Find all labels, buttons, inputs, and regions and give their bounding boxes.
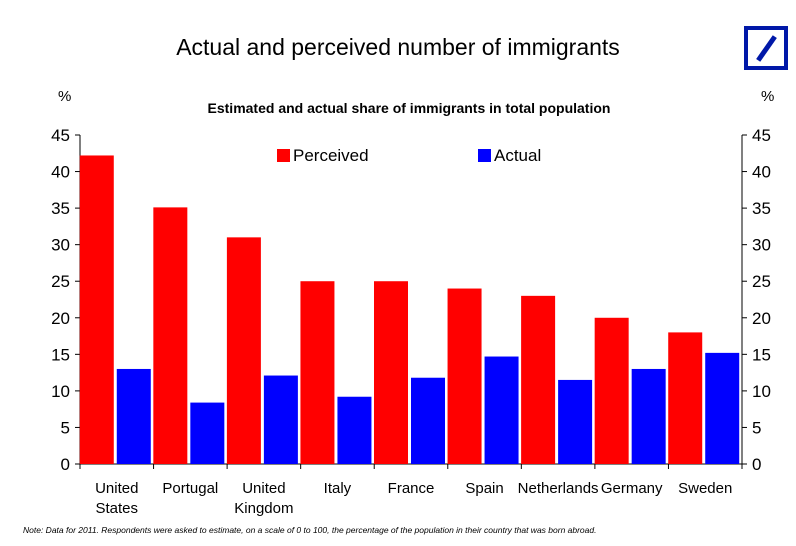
y-tick-label-right: 45 xyxy=(752,126,771,145)
chart-bars xyxy=(79,155,740,464)
legend-swatch-perceived xyxy=(277,149,290,162)
bar-actual xyxy=(190,402,225,464)
bar-perceived xyxy=(300,281,335,464)
y-tick-label-right: 10 xyxy=(752,382,771,401)
bar-perceived xyxy=(226,237,261,464)
y-tick-label-left: 40 xyxy=(51,163,70,182)
bar-perceived xyxy=(668,332,703,464)
bar-perceived xyxy=(79,155,114,464)
y-tick-label-left: 35 xyxy=(51,199,70,218)
y-tick-label-right: 40 xyxy=(752,163,771,182)
x-tick-label: France xyxy=(388,480,435,497)
y-axis-unit-right: % xyxy=(761,88,775,105)
y-tick-label-right: 30 xyxy=(752,236,771,255)
bar-actual xyxy=(116,368,151,464)
y-tick-label-left: 5 xyxy=(61,418,70,437)
x-tick-label: Sweden xyxy=(678,480,732,497)
bar-perceived xyxy=(594,317,629,464)
legend-swatch-actual xyxy=(478,149,491,162)
bar-actual xyxy=(631,368,666,464)
x-tick-label: Netherlands xyxy=(518,480,599,497)
y-tick-label-left: 30 xyxy=(51,236,70,255)
y-tick-label-right: 20 xyxy=(752,309,771,328)
bar-actual xyxy=(484,356,519,464)
y-tick-label-left: 25 xyxy=(51,272,70,291)
x-tick-label: United Kingdom xyxy=(234,480,293,517)
y-tick-label-left: 10 xyxy=(51,382,70,401)
bar-actual xyxy=(558,379,593,464)
bar-perceived xyxy=(374,281,408,464)
y-tick-label-right: 15 xyxy=(752,345,771,364)
deutsche-bank-logo-icon xyxy=(744,26,788,70)
x-tick-label: United States xyxy=(95,480,138,517)
x-tick-label: Spain xyxy=(465,480,503,497)
y-tick-label-right: 25 xyxy=(752,272,771,291)
x-tick-label: Germany xyxy=(601,480,663,497)
legend-label-perceived: Perceived xyxy=(293,146,369,165)
legend-label-actual: Actual xyxy=(494,146,541,165)
footnote: Note: Data for 2011. Respondents were as… xyxy=(23,525,597,535)
bar-perceived xyxy=(447,288,482,464)
bar-actual xyxy=(263,375,298,464)
y-tick-label-left: 20 xyxy=(51,309,70,328)
page-title: Actual and perceived number of immigrant… xyxy=(176,34,620,60)
chart-subtitle: Estimated and actual share of immigrants… xyxy=(207,100,611,116)
y-tick-label-right: 0 xyxy=(752,455,761,474)
y-tick-label-right: 35 xyxy=(752,199,771,218)
y-axis-unit-left: % xyxy=(58,88,72,105)
bar-perceived xyxy=(521,295,556,464)
x-tick-label: Italy xyxy=(324,480,352,497)
bar-perceived xyxy=(153,207,188,464)
y-tick-label-left: 45 xyxy=(51,126,70,145)
bar-actual xyxy=(411,377,445,464)
y-tick-label-left: 15 xyxy=(51,345,70,364)
bar-actual xyxy=(705,352,740,464)
chart-legend: Perceived Actual xyxy=(277,146,541,165)
x-tick-label: Portugal xyxy=(162,480,218,497)
y-tick-label-right: 5 xyxy=(752,418,761,437)
y-tick-label-left: 0 xyxy=(61,455,70,474)
bar-actual xyxy=(337,396,372,464)
